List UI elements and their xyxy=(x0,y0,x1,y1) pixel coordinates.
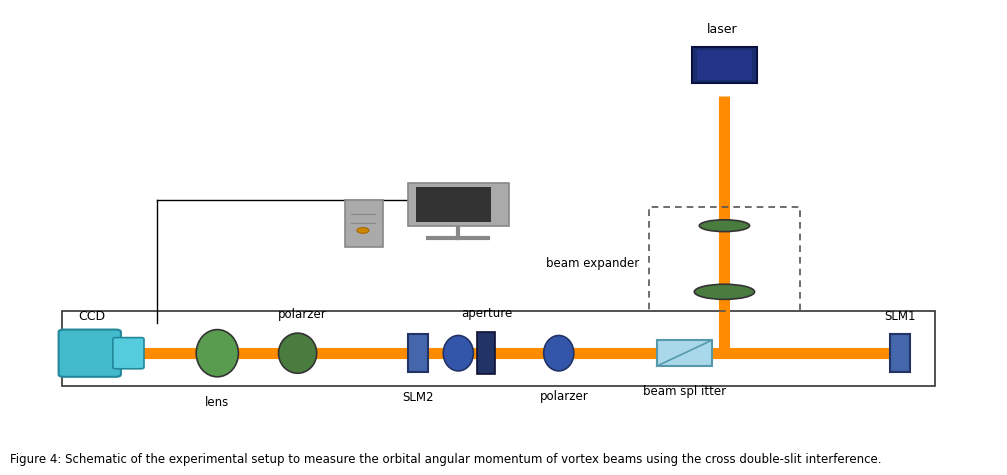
Ellipse shape xyxy=(196,330,239,377)
Text: polarzer: polarzer xyxy=(540,390,588,403)
Bar xyxy=(408,183,509,226)
Text: beam spl itter: beam spl itter xyxy=(642,385,726,398)
Bar xyxy=(61,311,936,386)
Bar xyxy=(657,340,712,366)
Text: Figure 4: Schematic of the experimental setup to measure the orbital angular mom: Figure 4: Schematic of the experimental … xyxy=(10,453,881,465)
Ellipse shape xyxy=(699,220,749,232)
Text: SLM2: SLM2 xyxy=(403,391,434,404)
Ellipse shape xyxy=(694,284,754,299)
Bar xyxy=(650,207,800,311)
Text: laser: laser xyxy=(707,23,738,36)
Bar xyxy=(890,334,910,372)
Text: CCD: CCD xyxy=(79,310,106,323)
Ellipse shape xyxy=(356,228,369,233)
Text: SLM1: SLM1 xyxy=(884,310,916,323)
Text: aperture: aperture xyxy=(461,307,512,320)
Bar xyxy=(477,332,495,374)
Ellipse shape xyxy=(544,335,574,371)
Text: lens: lens xyxy=(205,396,230,408)
Bar xyxy=(416,187,491,222)
Text: polarzer: polarzer xyxy=(278,308,327,321)
FancyBboxPatch shape xyxy=(58,330,121,377)
FancyBboxPatch shape xyxy=(692,48,757,83)
Ellipse shape xyxy=(443,335,473,371)
Bar xyxy=(344,200,383,247)
Ellipse shape xyxy=(279,333,317,373)
Text: beam expander: beam expander xyxy=(546,257,639,270)
FancyBboxPatch shape xyxy=(697,50,752,80)
Bar xyxy=(408,334,428,372)
FancyBboxPatch shape xyxy=(113,338,144,369)
